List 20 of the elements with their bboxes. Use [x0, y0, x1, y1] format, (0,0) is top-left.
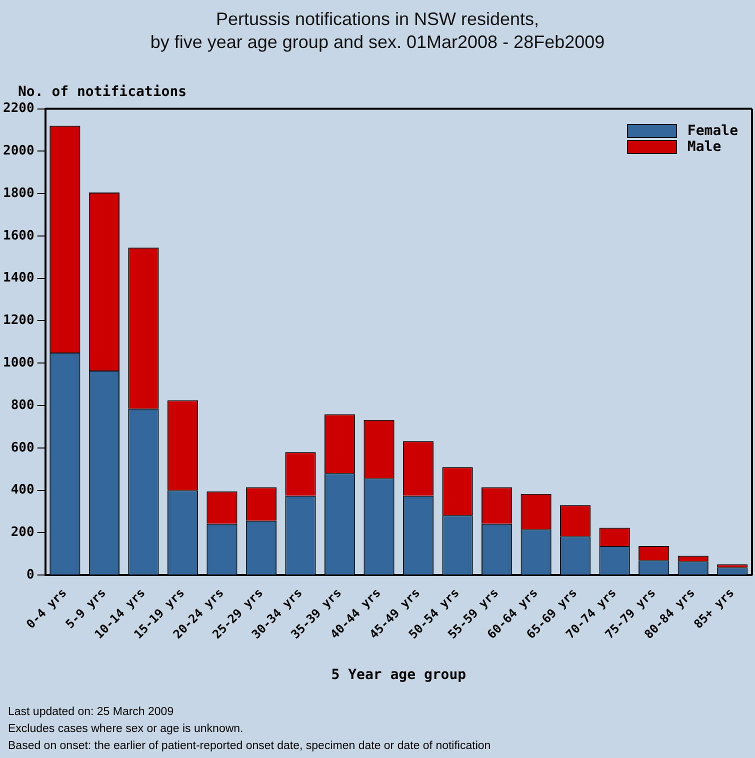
text: Excludes cases where sex or age is unknown. — [8, 722, 244, 737]
text: Last updated on: 25 March 2009 — [8, 705, 175, 720]
y-tick-label: 1200 — [2, 313, 34, 328]
y-tick-label: 1800 — [2, 186, 34, 201]
y-tick-label: 2200 — [2, 101, 34, 116]
chart-title: Pertussis notifications in NSW residents, by five year age group and sex. 01Mar2008 - 28Feb2009 — [149, 8, 606, 54]
text: Based on onset: the earlier of patient-reported onset date, specimen date or date of notification — [8, 739, 491, 754]
legend-label: Female — [687, 122, 738, 139]
legend-label: Male — [687, 138, 722, 155]
y-tick-label: 2000 — [2, 144, 34, 159]
y-tick-label: 600 — [10, 440, 34, 456]
y-tick-label: 1400 — [2, 270, 34, 286]
y-axis-title: No. of notifications — [18, 84, 187, 100]
y-tick-label: 0 — [26, 567, 34, 582]
y-tick-label: 1600 — [2, 228, 34, 244]
y-tick-label: 800 — [10, 398, 34, 413]
y-tick-label: 200 — [10, 525, 34, 540]
y-tick-label: 1000 — [2, 355, 34, 370]
y-tick-label: 400 — [10, 482, 34, 498]
x-axis-title: 5 Year age group — [331, 667, 466, 684]
